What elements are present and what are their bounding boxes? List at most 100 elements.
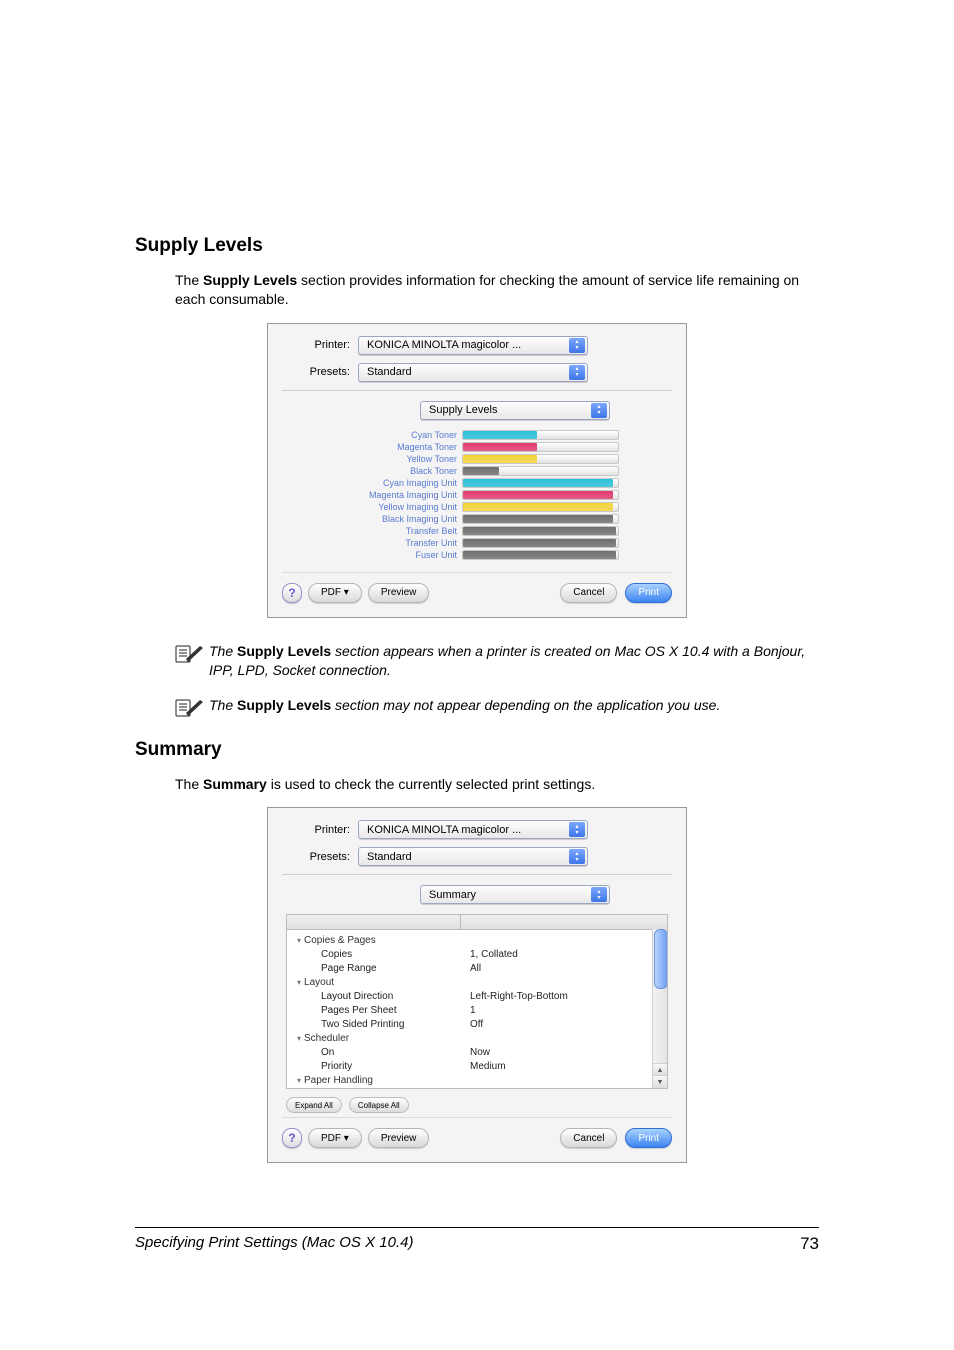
- summary-row: Destination paper sizeDocument paper: A4: [287, 1088, 667, 1089]
- text: The: [209, 697, 237, 713]
- text-bold: Supply Levels: [237, 697, 331, 713]
- supply-fill: [463, 443, 537, 451]
- supply-label: Yellow Toner: [282, 454, 462, 464]
- supply-fill: [463, 539, 616, 547]
- summary-key: Copies: [287, 948, 460, 962]
- supply-label: Magenta Imaging Unit: [282, 490, 462, 500]
- label-presets: Presets:: [282, 366, 358, 378]
- supply-fill: [463, 479, 613, 487]
- label-printer: Printer:: [282, 339, 358, 351]
- supply-bar: [462, 538, 619, 548]
- supply-label: Black Imaging Unit: [282, 514, 462, 524]
- supply-list: Cyan Toner Magenta Toner Yellow Toner Black…: [282, 430, 672, 560]
- note: The Supply Levels section may not appear…: [175, 696, 819, 723]
- chevron-updown-icon: ▴▾: [569, 849, 585, 864]
- summary-group[interactable]: Scheduler: [287, 1032, 349, 1046]
- summary-value: 1: [460, 1004, 476, 1018]
- help-button[interactable]: ?: [282, 1128, 302, 1148]
- text: section may not appear depending on the …: [331, 697, 720, 713]
- scroll-thumb[interactable]: [654, 929, 668, 989]
- summary-group[interactable]: Paper Handling: [287, 1074, 373, 1088]
- cancel-button[interactable]: Cancel: [560, 1128, 617, 1148]
- note: The Supply Levels section appears when a…: [175, 642, 819, 680]
- supply-bar: [462, 478, 619, 488]
- supply-fill: [463, 467, 499, 475]
- supply-bar: [462, 490, 619, 500]
- page-footer: Specifying Print Settings (Mac OS X 10.4…: [135, 1227, 819, 1254]
- summary-group[interactable]: Layout: [287, 976, 334, 990]
- summary-key: Priority: [287, 1060, 460, 1074]
- select-presets[interactable]: Standard ▴▾: [358, 363, 588, 382]
- summary-row: Page RangeAll: [287, 962, 667, 976]
- supply-row: Transfer Unit: [282, 538, 672, 548]
- supply-bar: [462, 526, 619, 536]
- select-panel[interactable]: Supply Levels ▴▾: [420, 401, 610, 420]
- supply-fill: [463, 515, 613, 523]
- text: The: [175, 272, 203, 288]
- label-printer: Printer:: [282, 824, 358, 836]
- supply-bar: [462, 454, 619, 464]
- scroll-down-icon[interactable]: ▼: [653, 1075, 667, 1088]
- supply-label: Cyan Toner: [282, 430, 462, 440]
- text: is used to check the currently selected …: [267, 776, 595, 792]
- summary-key: Two Sided Printing: [287, 1018, 460, 1032]
- summary-key: On: [287, 1046, 460, 1060]
- cancel-button[interactable]: Cancel: [560, 583, 617, 603]
- supply-row: Fuser Unit: [282, 550, 672, 560]
- pdf-button[interactable]: PDF ▾: [308, 583, 362, 603]
- summary-key: Destination paper size: [287, 1088, 460, 1089]
- select-value: Supply Levels: [429, 404, 498, 416]
- chevron-updown-icon: ▴▾: [591, 887, 607, 902]
- supply-bar: [462, 502, 619, 512]
- divider: [282, 1117, 672, 1118]
- select-presets[interactable]: Standard ▴▾: [358, 847, 588, 866]
- summary-group[interactable]: Copies & Pages: [287, 934, 376, 948]
- text-bold: Supply Levels: [237, 643, 331, 659]
- supply-bar: [462, 514, 619, 524]
- scrollbar[interactable]: ▲ ▼: [652, 929, 667, 1088]
- pdf-button[interactable]: PDF ▾: [308, 1128, 362, 1148]
- select-printer[interactable]: KONICA MINOLTA magicolor ... ▴▾: [358, 336, 588, 355]
- supply-fill: [463, 503, 613, 511]
- summary-table: Copies & PagesCopies1, CollatedPage Rang…: [286, 914, 668, 1089]
- summary-row: Copies1, Collated: [287, 948, 667, 962]
- help-button[interactable]: ?: [282, 583, 302, 603]
- select-value: KONICA MINOLTA magicolor ...: [367, 824, 521, 836]
- summary-value: Now: [460, 1046, 490, 1060]
- table-header: [287, 915, 667, 930]
- select-value: KONICA MINOLTA magicolor ...: [367, 339, 521, 351]
- select-printer[interactable]: KONICA MINOLTA magicolor ... ▴▾: [358, 820, 588, 839]
- divider: [282, 572, 672, 573]
- summary-value: Medium: [460, 1060, 506, 1074]
- summary-value: All: [460, 962, 481, 976]
- summary-key: Pages Per Sheet: [287, 1004, 460, 1018]
- text-bold: Summary: [203, 776, 267, 792]
- supply-fill: [463, 431, 537, 439]
- divider: [282, 874, 672, 875]
- supply-bar: [462, 550, 619, 560]
- text-bold: Supply Levels: [203, 272, 297, 288]
- collapse-all-button[interactable]: Collapse All: [349, 1097, 409, 1113]
- preview-button[interactable]: Preview: [368, 1128, 430, 1148]
- supply-fill: [463, 551, 616, 559]
- preview-button[interactable]: Preview: [368, 583, 430, 603]
- summary-row: PriorityMedium: [287, 1060, 667, 1074]
- print-button[interactable]: Print: [625, 583, 672, 603]
- chevron-updown-icon: ▴▾: [569, 338, 585, 353]
- supply-row: Cyan Toner: [282, 430, 672, 440]
- footer-title: Specifying Print Settings (Mac OS X 10.4…: [135, 1234, 413, 1254]
- supply-row: Magenta Toner: [282, 442, 672, 452]
- expand-all-button[interactable]: Expand All: [286, 1097, 342, 1113]
- supply-row: Cyan Imaging Unit: [282, 478, 672, 488]
- page: Supply Levels The Supply Levels section …: [0, 0, 954, 1350]
- select-value: Standard: [367, 366, 412, 378]
- print-button[interactable]: Print: [625, 1128, 672, 1148]
- supply-label: Yellow Imaging Unit: [282, 502, 462, 512]
- text: The: [175, 776, 203, 792]
- select-panel[interactable]: Summary ▴▾: [420, 885, 610, 904]
- supply-bar: [462, 466, 619, 476]
- supply-bar: [462, 442, 619, 452]
- summary-intro: The Summary is used to check the current…: [175, 775, 819, 794]
- select-value: Standard: [367, 851, 412, 863]
- summary-row: Layout DirectionLeft-Right-Top-Bottom: [287, 990, 667, 1004]
